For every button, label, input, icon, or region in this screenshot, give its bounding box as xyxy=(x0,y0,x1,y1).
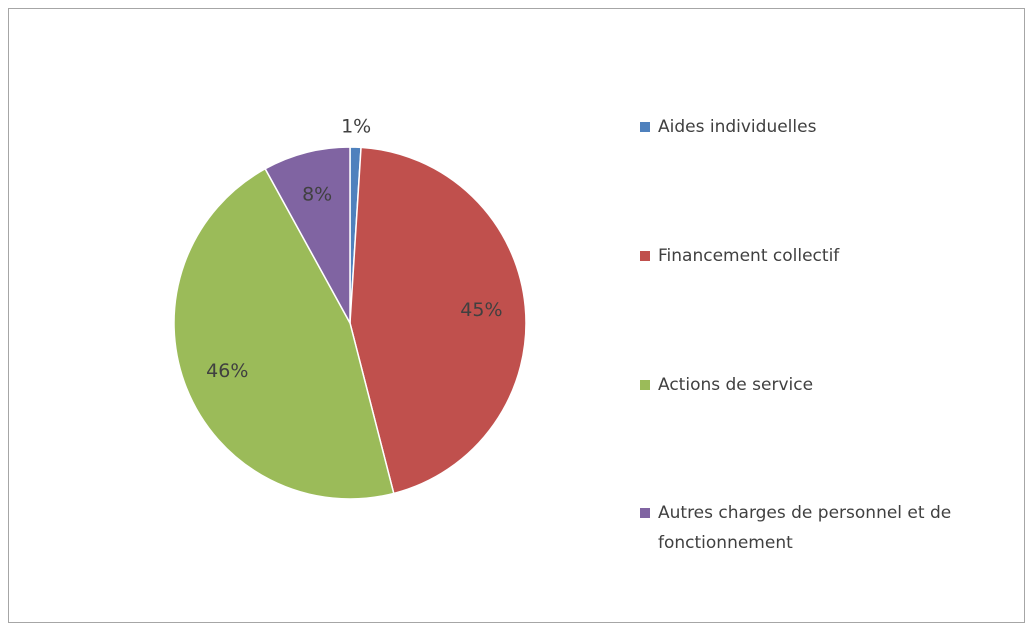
legend-swatch xyxy=(640,508,650,518)
legend-item: Aides individuelles xyxy=(640,112,980,142)
legend-item: Financement collectif xyxy=(640,241,980,271)
legend-swatch xyxy=(640,251,650,261)
chart-frame xyxy=(8,8,1025,623)
data-label: 46% xyxy=(206,360,248,382)
pie-slice xyxy=(173,167,395,500)
pie-slice xyxy=(264,146,351,324)
data-label: 8% xyxy=(302,184,332,206)
legend-label: Financement collectif xyxy=(658,246,840,266)
legend-label: Actions de service xyxy=(658,375,814,395)
legend-swatch xyxy=(640,122,650,132)
legend-swatch xyxy=(640,380,650,390)
legend-item: Autres charges de personnel et de foncti… xyxy=(640,498,980,558)
legend-item: Actions de service xyxy=(640,370,980,400)
legend-label: Autres charges de personnel et de foncti… xyxy=(658,503,952,553)
pie-slice xyxy=(349,146,527,495)
legend-label: Aides individuelles xyxy=(658,117,817,137)
data-label: 45% xyxy=(460,299,502,321)
data-label: 1% xyxy=(341,116,371,138)
